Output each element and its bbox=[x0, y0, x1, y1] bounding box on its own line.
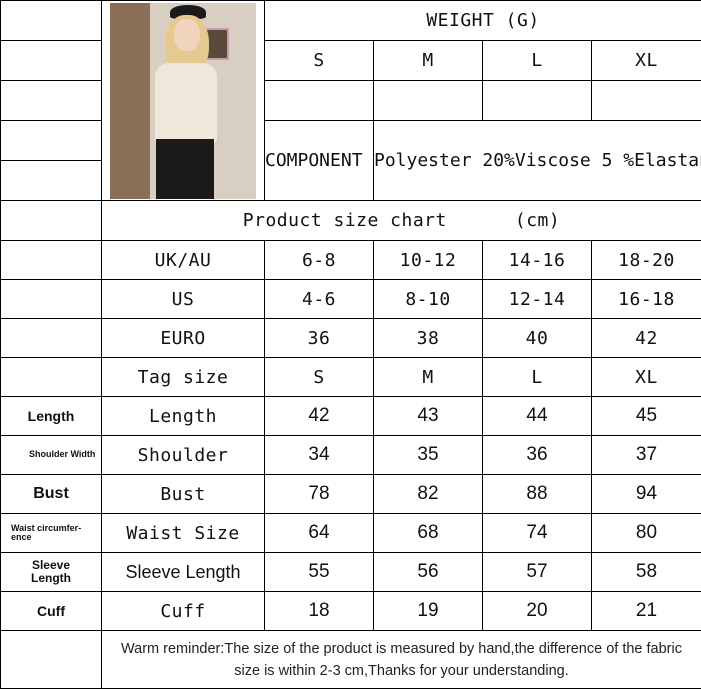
cell: 38 bbox=[373, 318, 483, 358]
cell: 18-20 bbox=[591, 240, 701, 280]
measure-label: Shoulder bbox=[101, 435, 265, 475]
cell: 78 bbox=[264, 474, 374, 514]
empty-cell bbox=[0, 630, 102, 689]
cell: 64 bbox=[264, 513, 374, 553]
row-label: US bbox=[101, 279, 265, 319]
cell: 55 bbox=[264, 552, 374, 592]
row-label: Tag size bbox=[101, 357, 265, 397]
component-value: Polyester 20%Viscose 5 %Elastane bbox=[373, 120, 701, 201]
cell: 68 bbox=[373, 513, 483, 553]
cell: 45 bbox=[591, 396, 701, 436]
cell: 58 bbox=[591, 552, 701, 592]
cell: 56 bbox=[373, 552, 483, 592]
empty-cell bbox=[0, 80, 102, 121]
cell: 20 bbox=[482, 591, 592, 631]
empty-cell bbox=[0, 0, 102, 41]
measure-label: Waist Size bbox=[101, 513, 265, 553]
product-photo bbox=[101, 0, 265, 201]
cell: 80 bbox=[591, 513, 701, 553]
cell: 88 bbox=[482, 474, 592, 514]
weight-size: S bbox=[264, 40, 374, 81]
side-label: Waist circumfer-ence bbox=[0, 513, 102, 553]
empty-cell bbox=[0, 240, 102, 280]
cell: 10-12 bbox=[373, 240, 483, 280]
empty-cell bbox=[0, 279, 102, 319]
side-label: Shoulder Width bbox=[0, 435, 102, 475]
measure-label: Length bbox=[101, 396, 265, 436]
cell: 16-18 bbox=[591, 279, 701, 319]
row-label: EURO bbox=[101, 318, 265, 358]
weight-value bbox=[591, 80, 701, 121]
cell: 43 bbox=[373, 396, 483, 436]
cell: 18 bbox=[264, 591, 374, 631]
cell: 40 bbox=[482, 318, 592, 358]
empty-cell bbox=[0, 200, 102, 241]
measure-label: Cuff bbox=[101, 591, 265, 631]
cell: 36 bbox=[264, 318, 374, 358]
empty-cell bbox=[0, 160, 102, 201]
empty-cell bbox=[0, 357, 102, 397]
cell: M bbox=[373, 357, 483, 397]
cell: 94 bbox=[591, 474, 701, 514]
weight-value bbox=[264, 80, 374, 121]
cell: 42 bbox=[264, 396, 374, 436]
side-label: Length bbox=[0, 396, 102, 436]
warm-reminder: Warm reminder:The size of the product is… bbox=[101, 630, 701, 689]
cell: 42 bbox=[591, 318, 701, 358]
cell: 74 bbox=[482, 513, 592, 553]
side-label: Bust bbox=[0, 474, 102, 514]
cell: 19 bbox=[373, 591, 483, 631]
empty-cell bbox=[0, 40, 102, 81]
empty-cell bbox=[0, 318, 102, 358]
weight-value bbox=[373, 80, 483, 121]
cell: S bbox=[264, 357, 374, 397]
cell: 44 bbox=[482, 396, 592, 436]
weight-header: WEIGHT (G) bbox=[264, 0, 701, 41]
measure-label: Sleeve Length bbox=[101, 552, 265, 592]
row-label: UK/AU bbox=[101, 240, 265, 280]
measure-label: Bust bbox=[101, 474, 265, 514]
cell: 4-6 bbox=[264, 279, 374, 319]
cell: L bbox=[482, 357, 592, 397]
chart-title: Product size chart (cm) bbox=[101, 200, 701, 241]
weight-value bbox=[482, 80, 592, 121]
weight-size: L bbox=[482, 40, 592, 81]
side-label: Cuff bbox=[0, 591, 102, 631]
cell: XL bbox=[591, 357, 701, 397]
cell: 82 bbox=[373, 474, 483, 514]
cell: 12-14 bbox=[482, 279, 592, 319]
cell: 37 bbox=[591, 435, 701, 475]
cell: 57 bbox=[482, 552, 592, 592]
cell: 6-8 bbox=[264, 240, 374, 280]
cell: 8-10 bbox=[373, 279, 483, 319]
weight-size: XL bbox=[591, 40, 701, 81]
cell: 35 bbox=[373, 435, 483, 475]
weight-size: M bbox=[373, 40, 483, 81]
cell: 36 bbox=[482, 435, 592, 475]
cell: 34 bbox=[264, 435, 374, 475]
empty-cell bbox=[0, 120, 102, 161]
cell: 21 bbox=[591, 591, 701, 631]
cell: 14-16 bbox=[482, 240, 592, 280]
component-label: COMPONENT bbox=[264, 120, 374, 201]
side-label: Sleeve Length bbox=[0, 552, 102, 592]
